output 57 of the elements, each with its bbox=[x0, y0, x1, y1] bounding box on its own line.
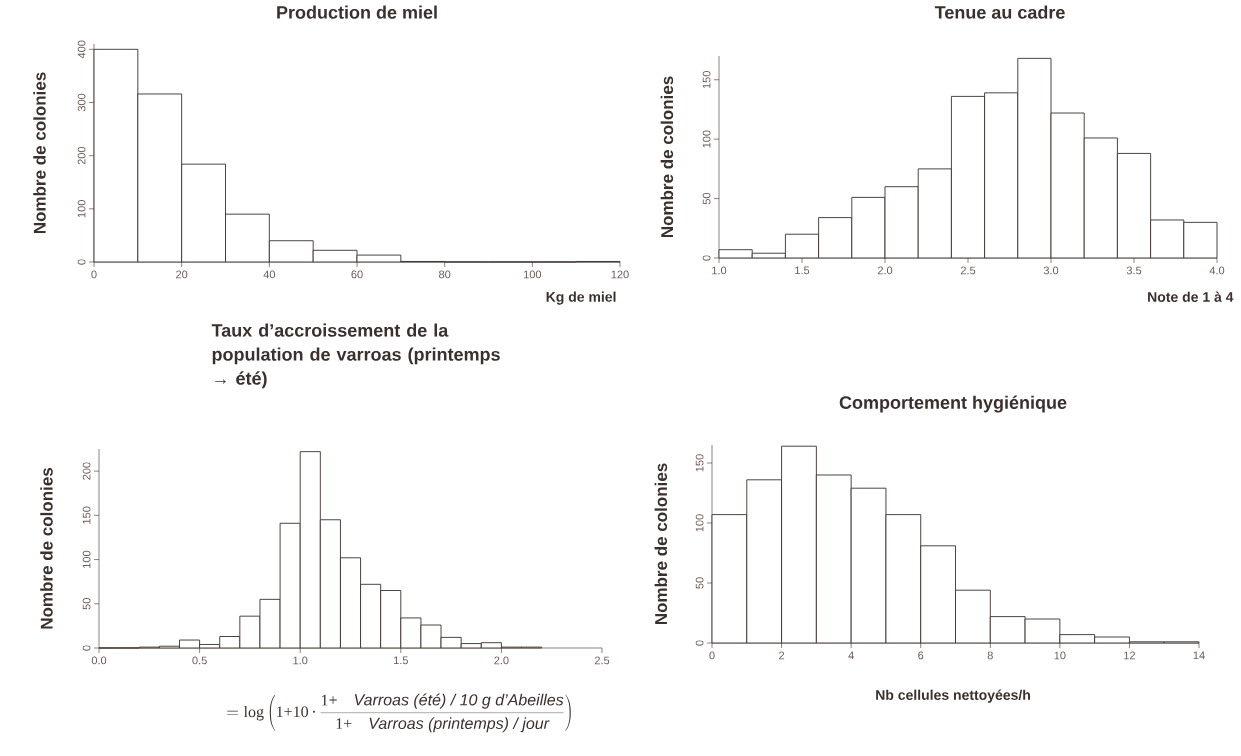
x-tick-label: 6 bbox=[918, 651, 924, 660]
x-tick-label: 12 bbox=[1124, 651, 1136, 660]
x-tick-label: 1.0 bbox=[293, 656, 308, 665]
y-tick-label: 50 bbox=[82, 598, 91, 610]
chart-title: Production de miel bbox=[277, 5, 437, 19]
y-tick-label: 50 bbox=[702, 192, 711, 205]
x-tick-label: 100 bbox=[524, 270, 542, 279]
chart-title: Taux d’accroissement de la population de varroas (printemps → été) bbox=[211, 323, 500, 389]
y-tick-label: 100 bbox=[695, 514, 704, 532]
x-tick-label: 0.0 bbox=[91, 656, 107, 665]
x-tick-label: 2.5 bbox=[594, 656, 610, 665]
x-tick-label: 1.5 bbox=[795, 266, 810, 275]
y-tick-label: 50 bbox=[695, 577, 704, 589]
y-tick-label: 150 bbox=[702, 71, 711, 89]
y-tick-label: 300 bbox=[77, 93, 86, 112]
x-tick-label: 3.5 bbox=[1126, 266, 1142, 275]
y-tick-label: 200 bbox=[77, 146, 86, 165]
x-tick-label: 20 bbox=[176, 270, 188, 279]
y-tick-label: 100 bbox=[82, 550, 91, 568]
x-axis-title: Kg de miel bbox=[546, 291, 616, 305]
y-tick-label: 200 bbox=[82, 462, 91, 480]
x-tick-label: 3.0 bbox=[1043, 266, 1059, 275]
x-tick-label: 14 bbox=[1193, 651, 1205, 660]
x-axis-title: $=\textrm{\serif log}\left(\textrm{\serif 1+10\,·\,}\frac{\textrm{\serif 1+\quad}\textit{Varroas (été) / 10 g d’Abeilles}}{\textrm{\serif 1+\quad}\textit{Varroas (printemps) / jour}}\right)$ bbox=[227, 693, 571, 733]
x-tick-label: 120 bbox=[611, 270, 629, 279]
x-tick-label: 2.5 bbox=[960, 266, 976, 275]
y-tick-label: 0 bbox=[702, 255, 711, 261]
x-axis-title: Nb cellules nettoyées/h bbox=[876, 689, 1030, 703]
y-tick-label: 0 bbox=[82, 645, 91, 651]
y-axis-title: Nombre de colonies bbox=[33, 72, 46, 234]
x-tick-label: 40 bbox=[263, 270, 276, 279]
x-tick-label: 4.0 bbox=[1209, 266, 1225, 275]
y-axis-title: Nombre de colonies bbox=[654, 463, 668, 625]
chart-title: Comportement hygiénique bbox=[839, 395, 1067, 413]
x-tick-label: 2.0 bbox=[494, 656, 509, 665]
x-tick-label: 80 bbox=[439, 270, 451, 279]
x-tick-label: 8 bbox=[987, 651, 993, 660]
x-tick-label: 0 bbox=[91, 270, 97, 279]
chart-title: Tenue au cadre bbox=[934, 5, 1065, 19]
y-tick-label: 0 bbox=[695, 640, 704, 646]
x-tick-label: 4 bbox=[848, 651, 854, 660]
x-tick-label: 10 bbox=[1054, 651, 1066, 660]
y-tick-label: 100 bbox=[77, 200, 86, 218]
y-axis-title: Nombre de colonies bbox=[40, 467, 53, 629]
y-tick-label: 400 bbox=[77, 40, 86, 59]
x-tick-label: 2.0 bbox=[877, 266, 893, 275]
y-tick-label: 150 bbox=[695, 454, 704, 472]
y-tick-label: 150 bbox=[82, 506, 91, 524]
x-tick-label: 0.5 bbox=[192, 656, 207, 665]
x-axis-title: Note de 1 à 4 bbox=[1148, 291, 1234, 302]
y-tick-label: 100 bbox=[702, 130, 711, 148]
x-tick-label: 1.5 bbox=[393, 656, 408, 665]
y-tick-label: 0 bbox=[77, 259, 86, 265]
x-tick-label: 2 bbox=[779, 651, 785, 660]
x-tick-label: 60 bbox=[351, 270, 363, 279]
y-axis-title: Nombre de colonies bbox=[660, 76, 674, 238]
x-tick-label: 1.0 bbox=[712, 266, 727, 275]
